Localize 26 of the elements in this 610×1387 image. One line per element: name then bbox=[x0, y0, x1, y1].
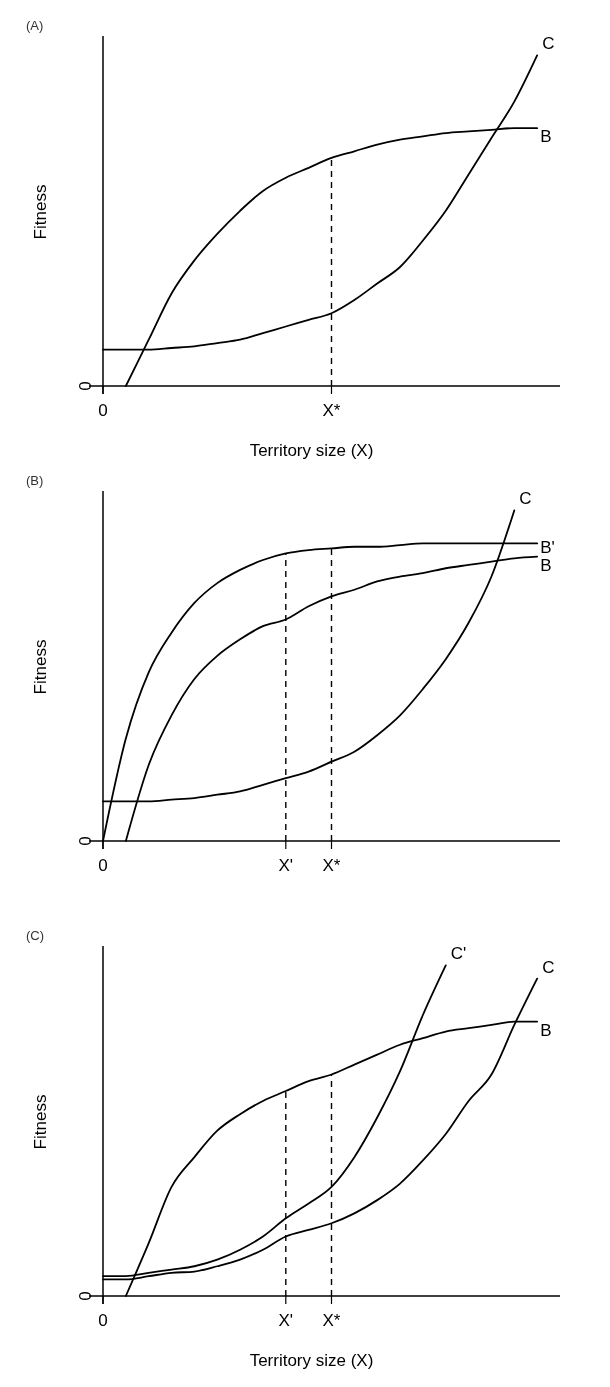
series-label: B' bbox=[540, 537, 555, 557]
x-tick-label: X' bbox=[278, 1311, 294, 1330]
series-label: B bbox=[540, 127, 552, 147]
x-tick-label: X* bbox=[322, 401, 341, 420]
series-label: B bbox=[540, 1020, 552, 1040]
series-label: C' bbox=[450, 944, 467, 964]
x-tick-label: 0 bbox=[98, 1311, 108, 1330]
x-axis-title: Territory size (X) bbox=[249, 441, 374, 460]
series-label: C bbox=[519, 489, 532, 509]
x-axis-title: Territory size (X) bbox=[249, 1351, 374, 1370]
x-tick-label: 0 bbox=[98, 856, 108, 875]
y-axis-title: Fitness bbox=[31, 639, 50, 695]
series-label: C bbox=[542, 957, 555, 977]
x-tick-label: X* bbox=[322, 856, 341, 875]
annotation: 0 bbox=[75, 1291, 95, 1301]
chart-title: (B) bbox=[26, 473, 44, 488]
annotation: 0 bbox=[75, 836, 95, 846]
series-label: C bbox=[542, 34, 555, 54]
chart-title: (C) bbox=[26, 928, 45, 943]
series-label: B bbox=[540, 555, 552, 575]
y-axis-title: Fitness bbox=[31, 1094, 50, 1150]
x-tick-label: X* bbox=[322, 1311, 341, 1330]
annotation: 0 bbox=[75, 381, 95, 391]
y-axis-title: Fitness bbox=[31, 184, 50, 240]
x-tick-label: X' bbox=[278, 856, 294, 875]
chart-title: (A) bbox=[26, 18, 44, 33]
